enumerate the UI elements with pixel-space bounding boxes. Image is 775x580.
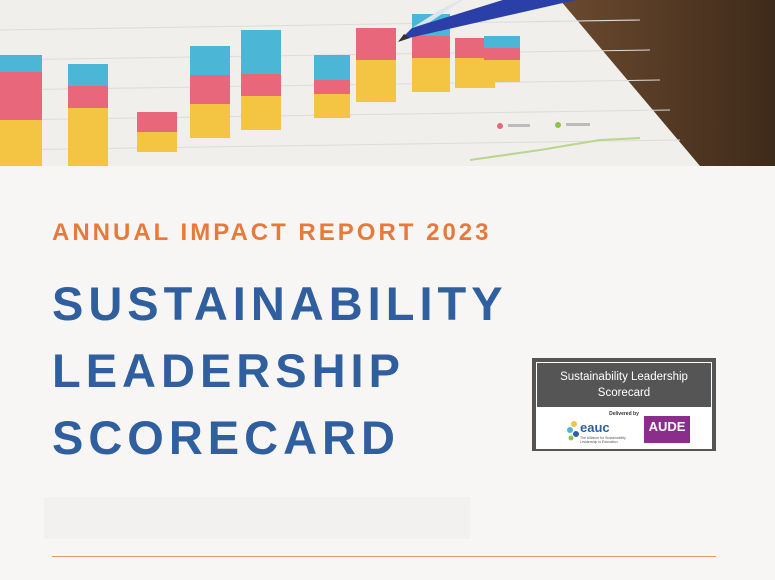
eauc-mark-icon [567,421,579,441]
badge-heading: Sustainability Leadership Scorecard [536,362,712,408]
chart-bars [0,14,520,166]
eauc-wordmark: eauc [580,420,610,435]
aude-logo: AUDE [644,416,690,443]
title-line-2: LEADERSHIP [52,344,405,397]
delivered-by-label: Delivered by [609,411,639,417]
hero-photo [0,0,775,166]
title-line-3: SCORECARD [52,411,400,464]
scorecard-badge: Sustainability Leadership Scorecard Deli… [532,358,716,451]
report-title: SUSTAINABILITY LEADERSHIP SCORECARD [52,270,508,471]
eauc-logo: eauc The Alliance for Sustainability Lea… [566,417,630,445]
footer-divider [52,556,716,557]
badge-logos: Delivered by eauc The Alliance for Susta… [536,408,712,449]
wood-desk [560,0,775,166]
pen-icon [398,0,576,42]
faint-placeholder-block [44,497,470,539]
eauc-tagline: The Alliance for Sustainability Leadersh… [580,436,626,444]
title-line-1: SUSTAINABILITY [52,277,508,330]
chart-paper-illustration [0,0,775,166]
aude-wordmark: AUDE [648,419,686,434]
report-subtitle: ANNUAL IMPACT REPORT 2023 [52,219,492,246]
